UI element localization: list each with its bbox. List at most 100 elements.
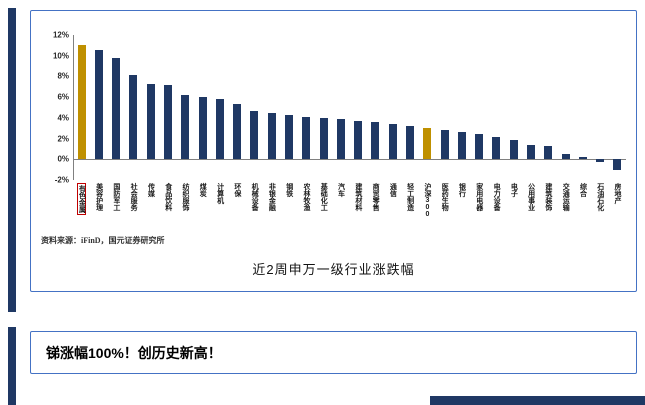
bar-column: 环保: [229, 35, 246, 238]
bar-zone: [540, 35, 557, 180]
bar-column: 商贸零售: [367, 35, 384, 238]
bar: [405, 126, 414, 160]
x-axis-label: 农林牧渔: [302, 183, 310, 211]
x-label-zone: 医药生物: [441, 180, 448, 238]
x-label-zone: 轻工制造: [406, 180, 414, 238]
bar-zone: [367, 35, 384, 180]
bar-column: 纺织服饰: [177, 35, 194, 238]
bar-column: 银行: [453, 35, 470, 238]
bar: [526, 144, 535, 160]
x-label-zone: 社会服务: [130, 180, 137, 238]
bar-column: 国防军工: [108, 35, 125, 238]
bar: [457, 132, 466, 160]
bar: [112, 57, 121, 160]
x-label-zone: 交通运输: [562, 180, 569, 238]
x-label-zone: 建筑材料: [354, 180, 362, 238]
bar-column: 轻工制造: [401, 35, 418, 238]
bar-zone: [557, 35, 574, 180]
bar-zone: [591, 35, 608, 180]
bar-column: 美容护理: [90, 35, 107, 238]
x-axis-label: 社会服务: [130, 183, 138, 211]
x-axis-label: 计算机: [216, 183, 224, 204]
x-axis-label: 食品饮料: [164, 183, 172, 211]
x-label-zone: 传媒: [147, 180, 154, 238]
bar: [561, 154, 570, 160]
bar-column: 家用电器: [470, 35, 487, 238]
bar: [302, 116, 311, 160]
x-label-zone: 美容护理: [95, 180, 103, 238]
x-axis-label: 非银金融: [268, 183, 276, 211]
bar-column: 电力设备: [488, 35, 505, 238]
bar: [164, 84, 173, 160]
bar: [285, 114, 294, 160]
bar: [233, 104, 242, 160]
bar: [371, 122, 380, 160]
bar: [596, 159, 605, 163]
x-axis-label: 公用事业: [527, 183, 535, 211]
bar: [440, 130, 449, 160]
x-label-zone: 电力设备: [493, 180, 500, 238]
bar: [198, 97, 207, 160]
x-axis-label: 汽车: [337, 183, 345, 197]
bar-zone: [505, 35, 522, 180]
bar-column: 钢铁: [280, 35, 297, 238]
x-label-zone: 综合: [579, 180, 586, 238]
bar: [267, 112, 276, 160]
x-axis-label: 石油石化: [596, 183, 604, 211]
bar: [215, 99, 224, 160]
x-axis-label: 房地产: [614, 183, 622, 204]
bar: [475, 134, 484, 160]
bar-zone: [177, 35, 194, 180]
bar-zone: [419, 35, 436, 180]
bar-zone: [350, 35, 367, 180]
bar-zone: [436, 35, 453, 180]
bar-zone: [246, 35, 263, 180]
bar-zone: [280, 35, 297, 180]
bar-zone: [401, 35, 418, 180]
x-label-zone: 国防军工: [113, 180, 120, 238]
bar-column: 电子: [505, 35, 522, 238]
bar: [146, 83, 155, 160]
x-axis-label: 美容护理: [95, 183, 103, 211]
bar-zone: [298, 35, 315, 180]
bar-column: 煤炭: [194, 35, 211, 238]
x-label-zone: 银行: [458, 180, 466, 238]
x-label-zone: 基础化工: [320, 180, 327, 238]
bar-zone: [453, 35, 470, 180]
x-axis-label: 轻工制造: [406, 183, 414, 211]
bar-zone: [90, 35, 107, 180]
x-axis-label: 传媒: [147, 183, 155, 197]
bar-zone: [488, 35, 505, 180]
bar-column: 社会服务: [125, 35, 142, 238]
bar: [509, 139, 518, 160]
bar: [336, 118, 345, 160]
bar-zone: [142, 35, 159, 180]
bar: [544, 145, 553, 160]
x-axis-label: 建筑装饰: [544, 183, 552, 211]
x-label-zone: 石油石化: [596, 180, 604, 238]
zero-axis-line: [73, 159, 626, 161]
x-label-zone: 煤炭: [199, 180, 206, 238]
bar-zone: [522, 35, 539, 180]
x-axis-label: 建筑材料: [354, 183, 362, 211]
bar-zone: [574, 35, 591, 180]
x-axis-label: 交通运输: [562, 183, 570, 211]
x-axis-label: 纺织服饰: [182, 183, 189, 211]
chart-panel: 12% 10% 8% 6% 4% 2% 0% -2% 有色金属 美容护理 国防军工 社会服务 传媒 食品…: [30, 10, 637, 292]
x-axis-label: 电力设备: [493, 183, 501, 211]
plot-area: 有色金属 美容护理 国防军工 社会服务 传媒 食品饮料 纺织服饰 煤炭 计算机 环保 机械设备 非银金…: [73, 35, 626, 238]
x-label-zone: 钢铁: [285, 180, 293, 238]
x-label-zone: 食品饮料: [164, 180, 172, 238]
bar-column: 房地产: [609, 35, 626, 238]
bar-column: 基础化工: [315, 35, 332, 238]
x-axis-label: 沪深300: [423, 183, 431, 218]
bar-column: 建筑装饰: [540, 35, 557, 238]
headline-panel: 锑涨幅100%！创历史新高！: [30, 331, 637, 374]
y-tick-label: 4%: [57, 113, 69, 123]
bar-zone: [315, 35, 332, 180]
bar-zone: [125, 35, 142, 180]
x-label-zone: 公用事业: [527, 180, 535, 238]
x-axis-label: 医药生物: [441, 183, 449, 211]
y-tick-label: -2%: [54, 175, 69, 185]
y-axis-line: [73, 35, 74, 180]
